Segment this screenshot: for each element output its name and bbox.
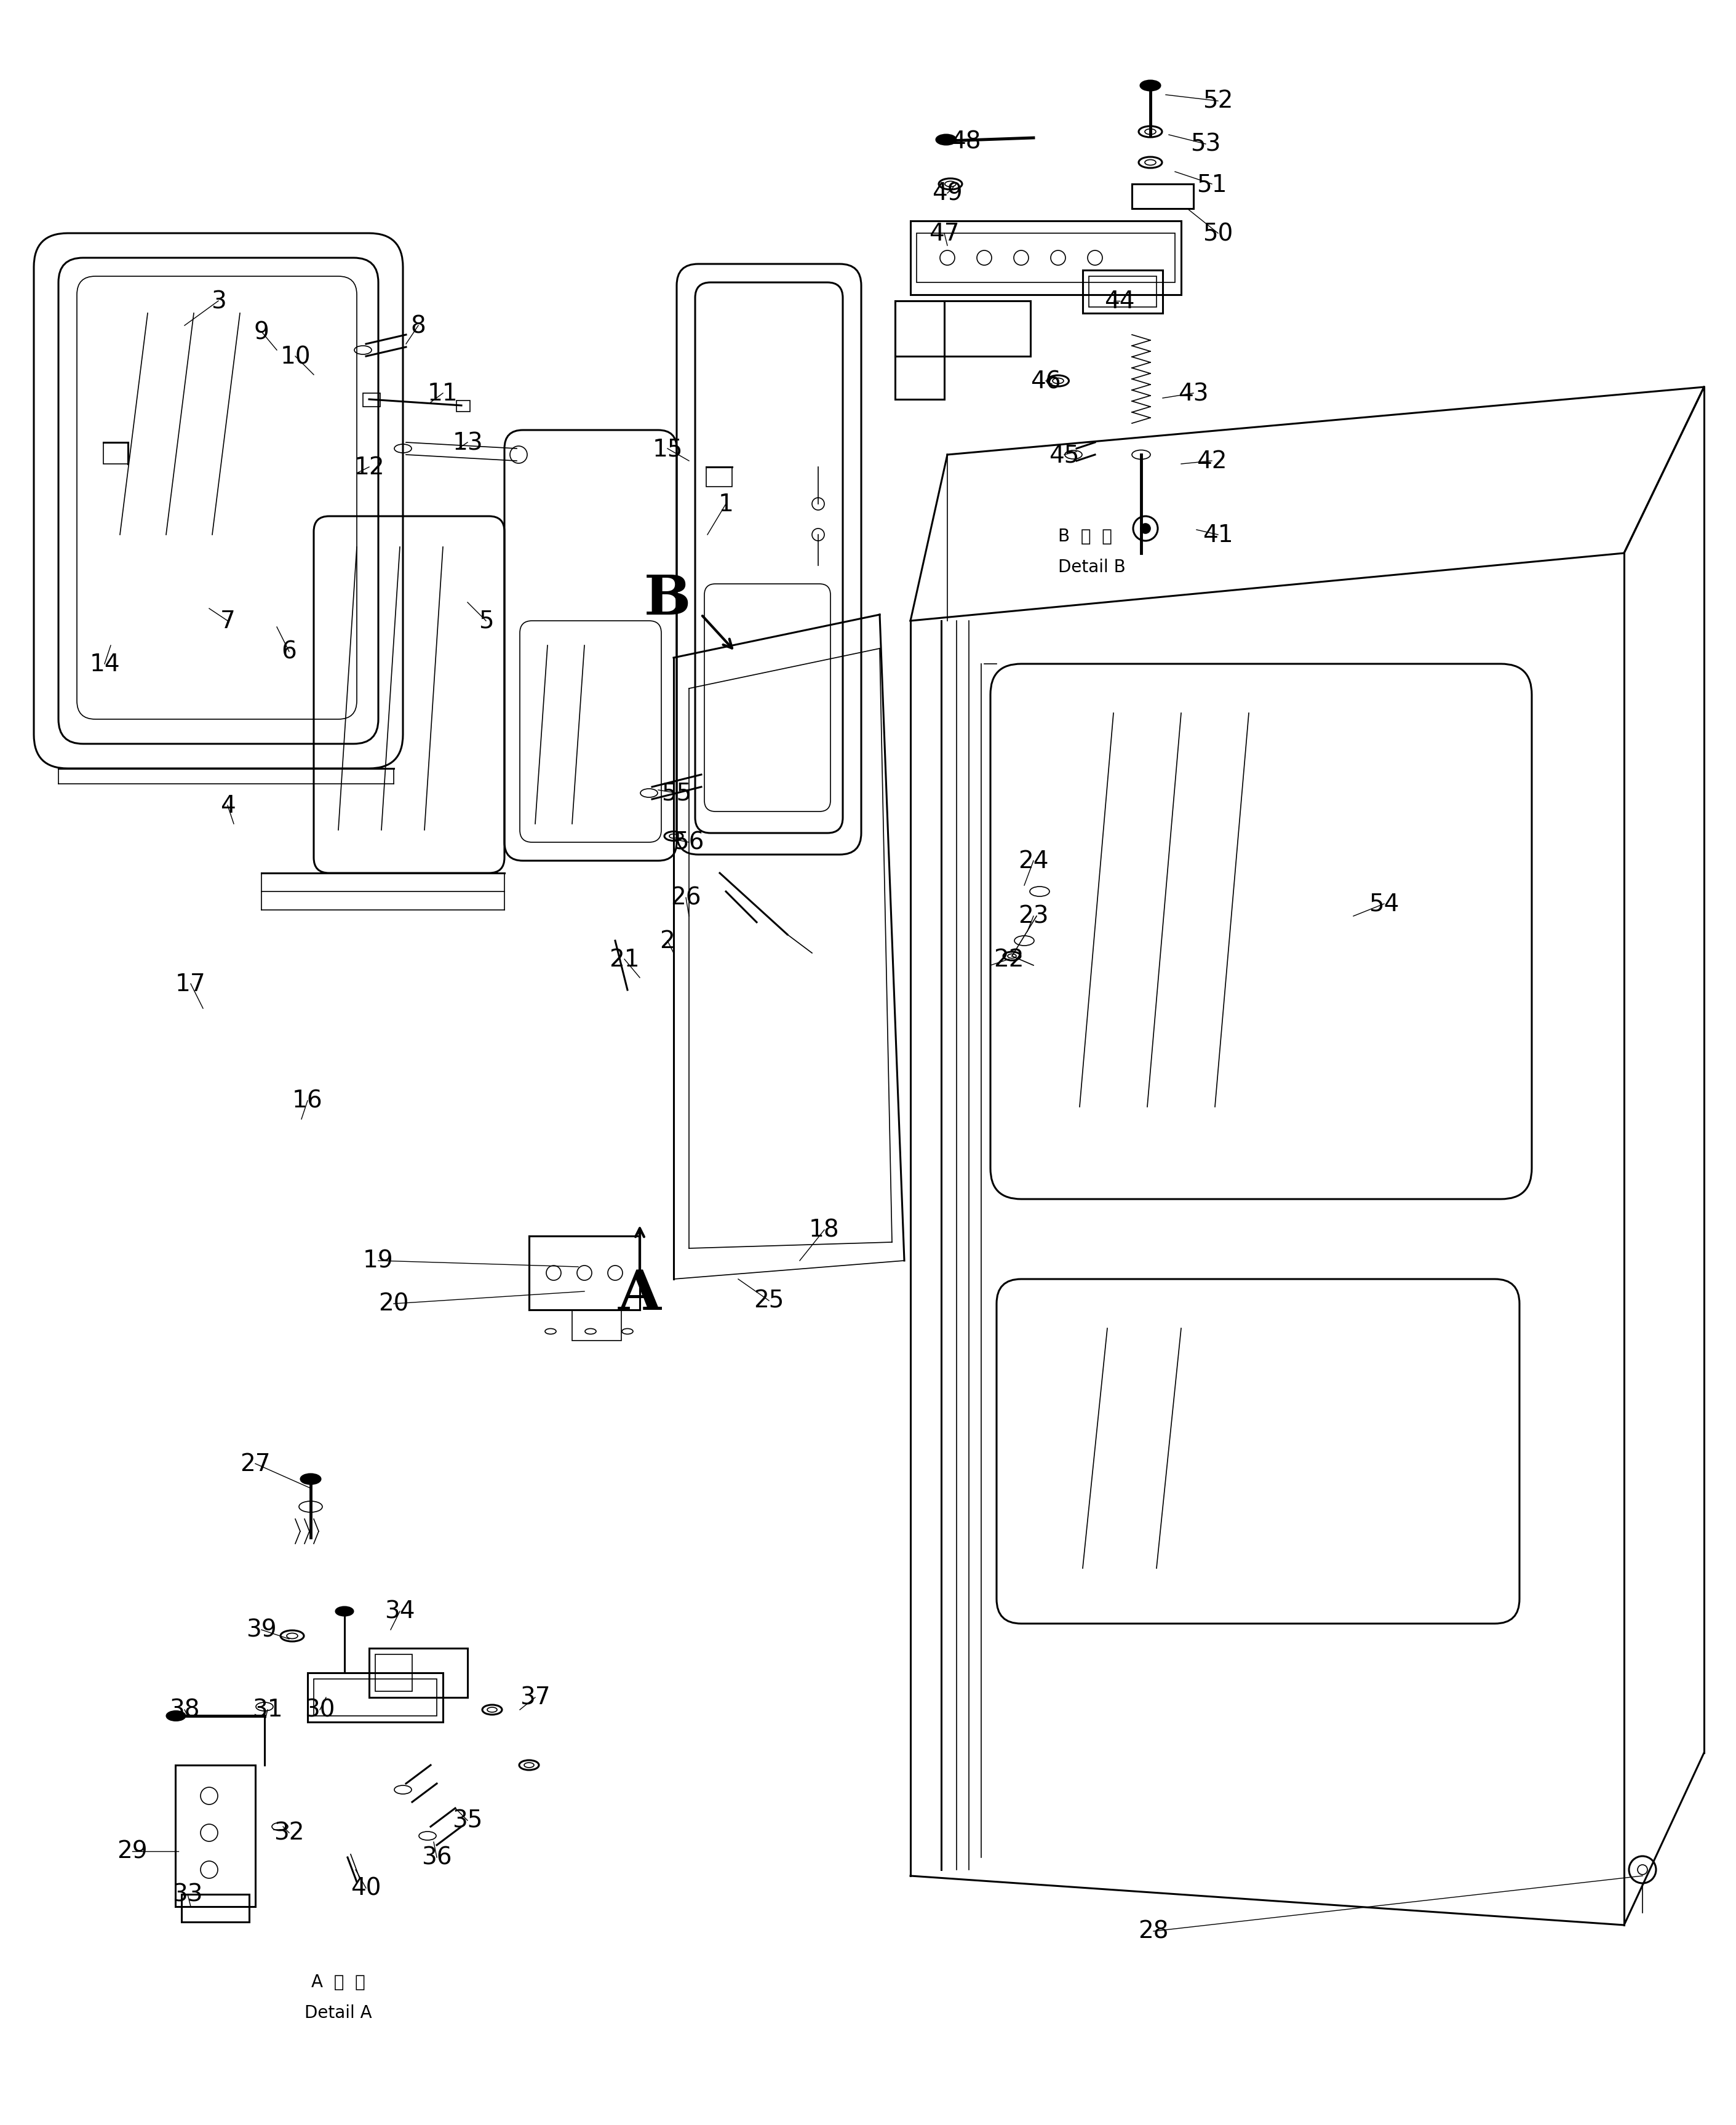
Text: 15: 15 — [653, 438, 682, 461]
Text: 10: 10 — [279, 344, 311, 368]
Text: 13: 13 — [453, 431, 483, 455]
Text: 30: 30 — [304, 1698, 335, 1721]
Text: 48: 48 — [951, 130, 981, 153]
Circle shape — [1141, 525, 1151, 533]
Text: 17: 17 — [175, 973, 207, 997]
Ellipse shape — [936, 136, 957, 144]
Text: Detail B: Detail B — [1057, 559, 1125, 576]
Text: 23: 23 — [1019, 905, 1049, 929]
Bar — [363, 393, 380, 408]
Bar — [1132, 185, 1193, 208]
Text: 45: 45 — [1049, 444, 1080, 467]
Ellipse shape — [300, 1475, 321, 1483]
Text: A  詳  細: A 詳 細 — [311, 1974, 365, 1991]
Text: B: B — [644, 574, 691, 627]
Text: 11: 11 — [427, 382, 458, 406]
Text: 50: 50 — [1203, 221, 1233, 244]
Text: 51: 51 — [1196, 172, 1227, 195]
Text: 40: 40 — [351, 1876, 382, 1900]
Bar — [896, 302, 944, 399]
Text: 1: 1 — [719, 493, 734, 516]
Text: 18: 18 — [809, 1218, 840, 1241]
Text: 44: 44 — [1104, 289, 1135, 312]
Bar — [707, 467, 733, 487]
Text: 3: 3 — [210, 289, 226, 312]
Text: 28: 28 — [1139, 1919, 1168, 1942]
Text: 36: 36 — [422, 1847, 451, 1870]
Bar — [457, 402, 470, 412]
Text: 16: 16 — [292, 1090, 323, 1114]
Text: 19: 19 — [363, 1250, 394, 1273]
Text: 33: 33 — [172, 1883, 203, 1906]
Text: 9: 9 — [253, 321, 269, 344]
Text: 47: 47 — [929, 221, 960, 244]
Text: 55: 55 — [661, 782, 693, 805]
Text: 42: 42 — [1196, 450, 1227, 474]
Bar — [375, 1655, 411, 1691]
Text: 26: 26 — [670, 886, 701, 910]
Bar — [1083, 270, 1163, 314]
Text: 41: 41 — [1203, 523, 1233, 546]
Text: Detail A: Detail A — [304, 2004, 372, 2021]
Text: 25: 25 — [753, 1290, 785, 1313]
Bar — [917, 234, 1175, 283]
Text: 32: 32 — [274, 1821, 304, 1844]
Text: 38: 38 — [170, 1698, 200, 1721]
Text: 24: 24 — [1019, 850, 1049, 873]
Text: 4: 4 — [220, 795, 234, 818]
Text: 54: 54 — [1370, 892, 1399, 916]
Text: 22: 22 — [993, 948, 1024, 971]
Text: 27: 27 — [240, 1451, 271, 1475]
Text: 39: 39 — [247, 1619, 276, 1643]
Text: 35: 35 — [453, 1808, 483, 1832]
Ellipse shape — [1141, 81, 1160, 91]
Text: 7: 7 — [220, 610, 236, 633]
Text: 56: 56 — [674, 831, 705, 854]
Bar — [182, 1893, 250, 1921]
Text: 5: 5 — [479, 610, 493, 633]
Ellipse shape — [335, 1606, 352, 1615]
Text: 37: 37 — [519, 1685, 550, 1708]
Text: B  詳  細: B 詳 細 — [1057, 527, 1113, 544]
Bar — [175, 1766, 255, 1906]
Bar — [910, 221, 1180, 295]
Text: 46: 46 — [1031, 370, 1061, 393]
Bar — [1088, 276, 1156, 308]
Text: 20: 20 — [378, 1292, 410, 1315]
Text: 21: 21 — [609, 948, 639, 971]
Text: 53: 53 — [1191, 134, 1220, 157]
Text: 29: 29 — [116, 1840, 148, 1864]
Text: A: A — [618, 1269, 661, 1322]
Bar — [896, 302, 1031, 357]
Text: 12: 12 — [354, 455, 384, 478]
Bar — [573, 1309, 621, 1341]
Bar — [314, 1679, 437, 1717]
Text: 43: 43 — [1179, 382, 1208, 406]
Ellipse shape — [167, 1711, 186, 1721]
Text: 31: 31 — [252, 1698, 283, 1721]
Bar — [529, 1237, 641, 1309]
Bar — [370, 1649, 467, 1698]
Text: 14: 14 — [89, 652, 120, 676]
Text: 34: 34 — [385, 1600, 415, 1624]
Text: 49: 49 — [932, 183, 963, 206]
Text: 8: 8 — [411, 314, 425, 338]
Text: 2: 2 — [660, 929, 675, 952]
Text: 52: 52 — [1203, 89, 1233, 113]
Bar — [307, 1672, 443, 1721]
Bar — [104, 442, 128, 465]
Text: 6: 6 — [281, 640, 297, 663]
